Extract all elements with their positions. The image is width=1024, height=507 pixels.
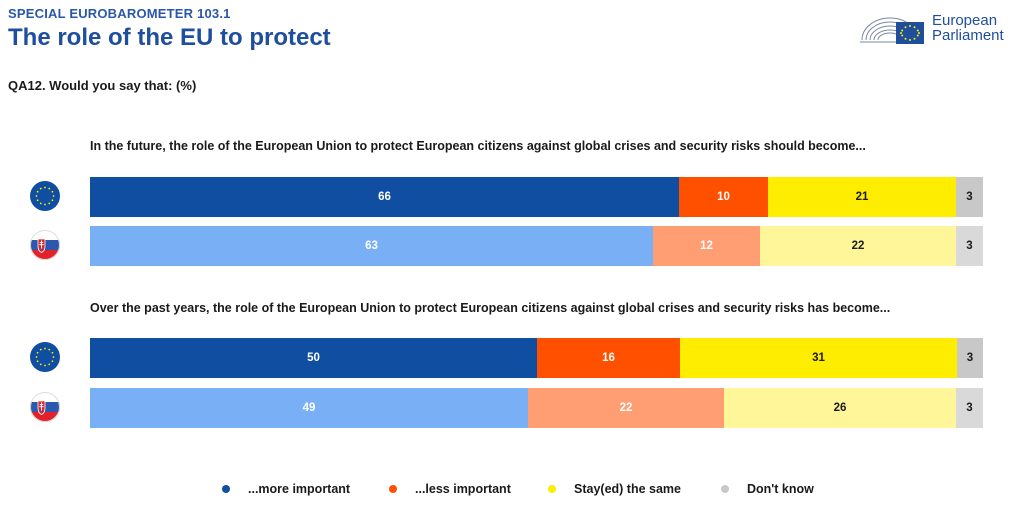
legend-item-more: ...more important	[222, 482, 350, 496]
data-label: 10	[717, 191, 730, 203]
data-label: 63	[365, 240, 378, 252]
eu-flag-icon	[30, 342, 60, 372]
bar-group-2-eu: 50 16 31 3	[90, 338, 983, 378]
bar-segment-dont-know: 3	[957, 338, 983, 378]
bar-segment-same: 21	[768, 177, 956, 217]
legend-label-same: Stay(ed) the same	[574, 482, 681, 496]
data-label: 50	[307, 352, 320, 364]
bar-segment-less-important: 10	[679, 177, 768, 217]
bar-segment-more-important: 50	[90, 338, 537, 378]
bar-group-1-slovakia: 63 12 22 3	[90, 226, 983, 266]
slovakia-flag-icon	[30, 230, 60, 260]
bar-segment-same: 26	[724, 388, 956, 428]
legend-label-less: ...less important	[415, 482, 511, 496]
data-label: 21	[855, 191, 869, 203]
data-label: 22	[619, 402, 633, 414]
bar-segment-dont-know: 3	[956, 388, 983, 428]
logo-line-2: Parliament	[932, 27, 1004, 44]
group-2-title: Over the past years, the role of the Eur…	[90, 301, 891, 315]
bar-segment-same: 22	[760, 226, 956, 266]
bar-segment-same: 31	[680, 338, 957, 378]
legend-dot-dont-know	[721, 485, 729, 493]
data-label: 3	[966, 352, 974, 364]
question-label: QA12. Would you say that: (%)	[8, 78, 197, 93]
bar-segment-more-important: 66	[90, 177, 679, 217]
kicker: SPECIAL EUROBAROMETER 103.1	[8, 6, 231, 21]
bar-segment-less-important: 16	[537, 338, 680, 378]
parliament-logo-icon	[860, 17, 924, 44]
data-label: 66	[378, 191, 391, 203]
legend-label-dont-know: Don't know	[747, 482, 814, 496]
data-label: 12	[700, 240, 713, 252]
bar-group-1-eu: 66 10 21 3	[90, 177, 983, 217]
data-label: 16	[602, 352, 615, 364]
bar-segment-dont-know: 3	[956, 226, 983, 266]
data-label: 3	[966, 240, 973, 252]
page-title: The role of the EU to protect	[8, 24, 331, 51]
group-1-title: In the future, the role of the European …	[90, 139, 866, 153]
legend-dot-same	[548, 485, 556, 493]
data-label: 22	[851, 240, 865, 252]
logo-line-1: European	[932, 12, 998, 29]
data-label: 3	[966, 402, 973, 414]
bar-group-2-slovakia: 49 22 26 3	[90, 388, 983, 428]
bar-segment-more-important: 63	[90, 226, 653, 266]
data-label: 26	[833, 402, 847, 414]
legend-item-same: Stay(ed) the same	[548, 482, 681, 496]
bar-segment-dont-know: 3	[956, 177, 983, 217]
legend-item-dont-know: Don't know	[721, 482, 814, 496]
data-label: 31	[812, 352, 825, 364]
legend-dot-less	[389, 485, 397, 493]
legend-dot-more	[222, 485, 230, 493]
legend: ...more important ...less important Stay…	[0, 482, 1024, 500]
bar-segment-less-important: 22	[528, 388, 724, 428]
bar-segment-more-important: 49	[90, 388, 528, 428]
data-label: 3	[966, 191, 973, 203]
slovakia-flag-icon	[30, 392, 60, 422]
european-parliament-logo: European Parliament	[858, 8, 1018, 48]
legend-item-less: ...less important	[389, 482, 511, 496]
eu-flag-icon	[30, 181, 60, 211]
bar-segment-less-important: 12	[653, 226, 760, 266]
logo-text: European Parliament	[932, 13, 1004, 43]
legend-label-more: ...more important	[248, 482, 351, 496]
data-label: 49	[302, 402, 316, 414]
